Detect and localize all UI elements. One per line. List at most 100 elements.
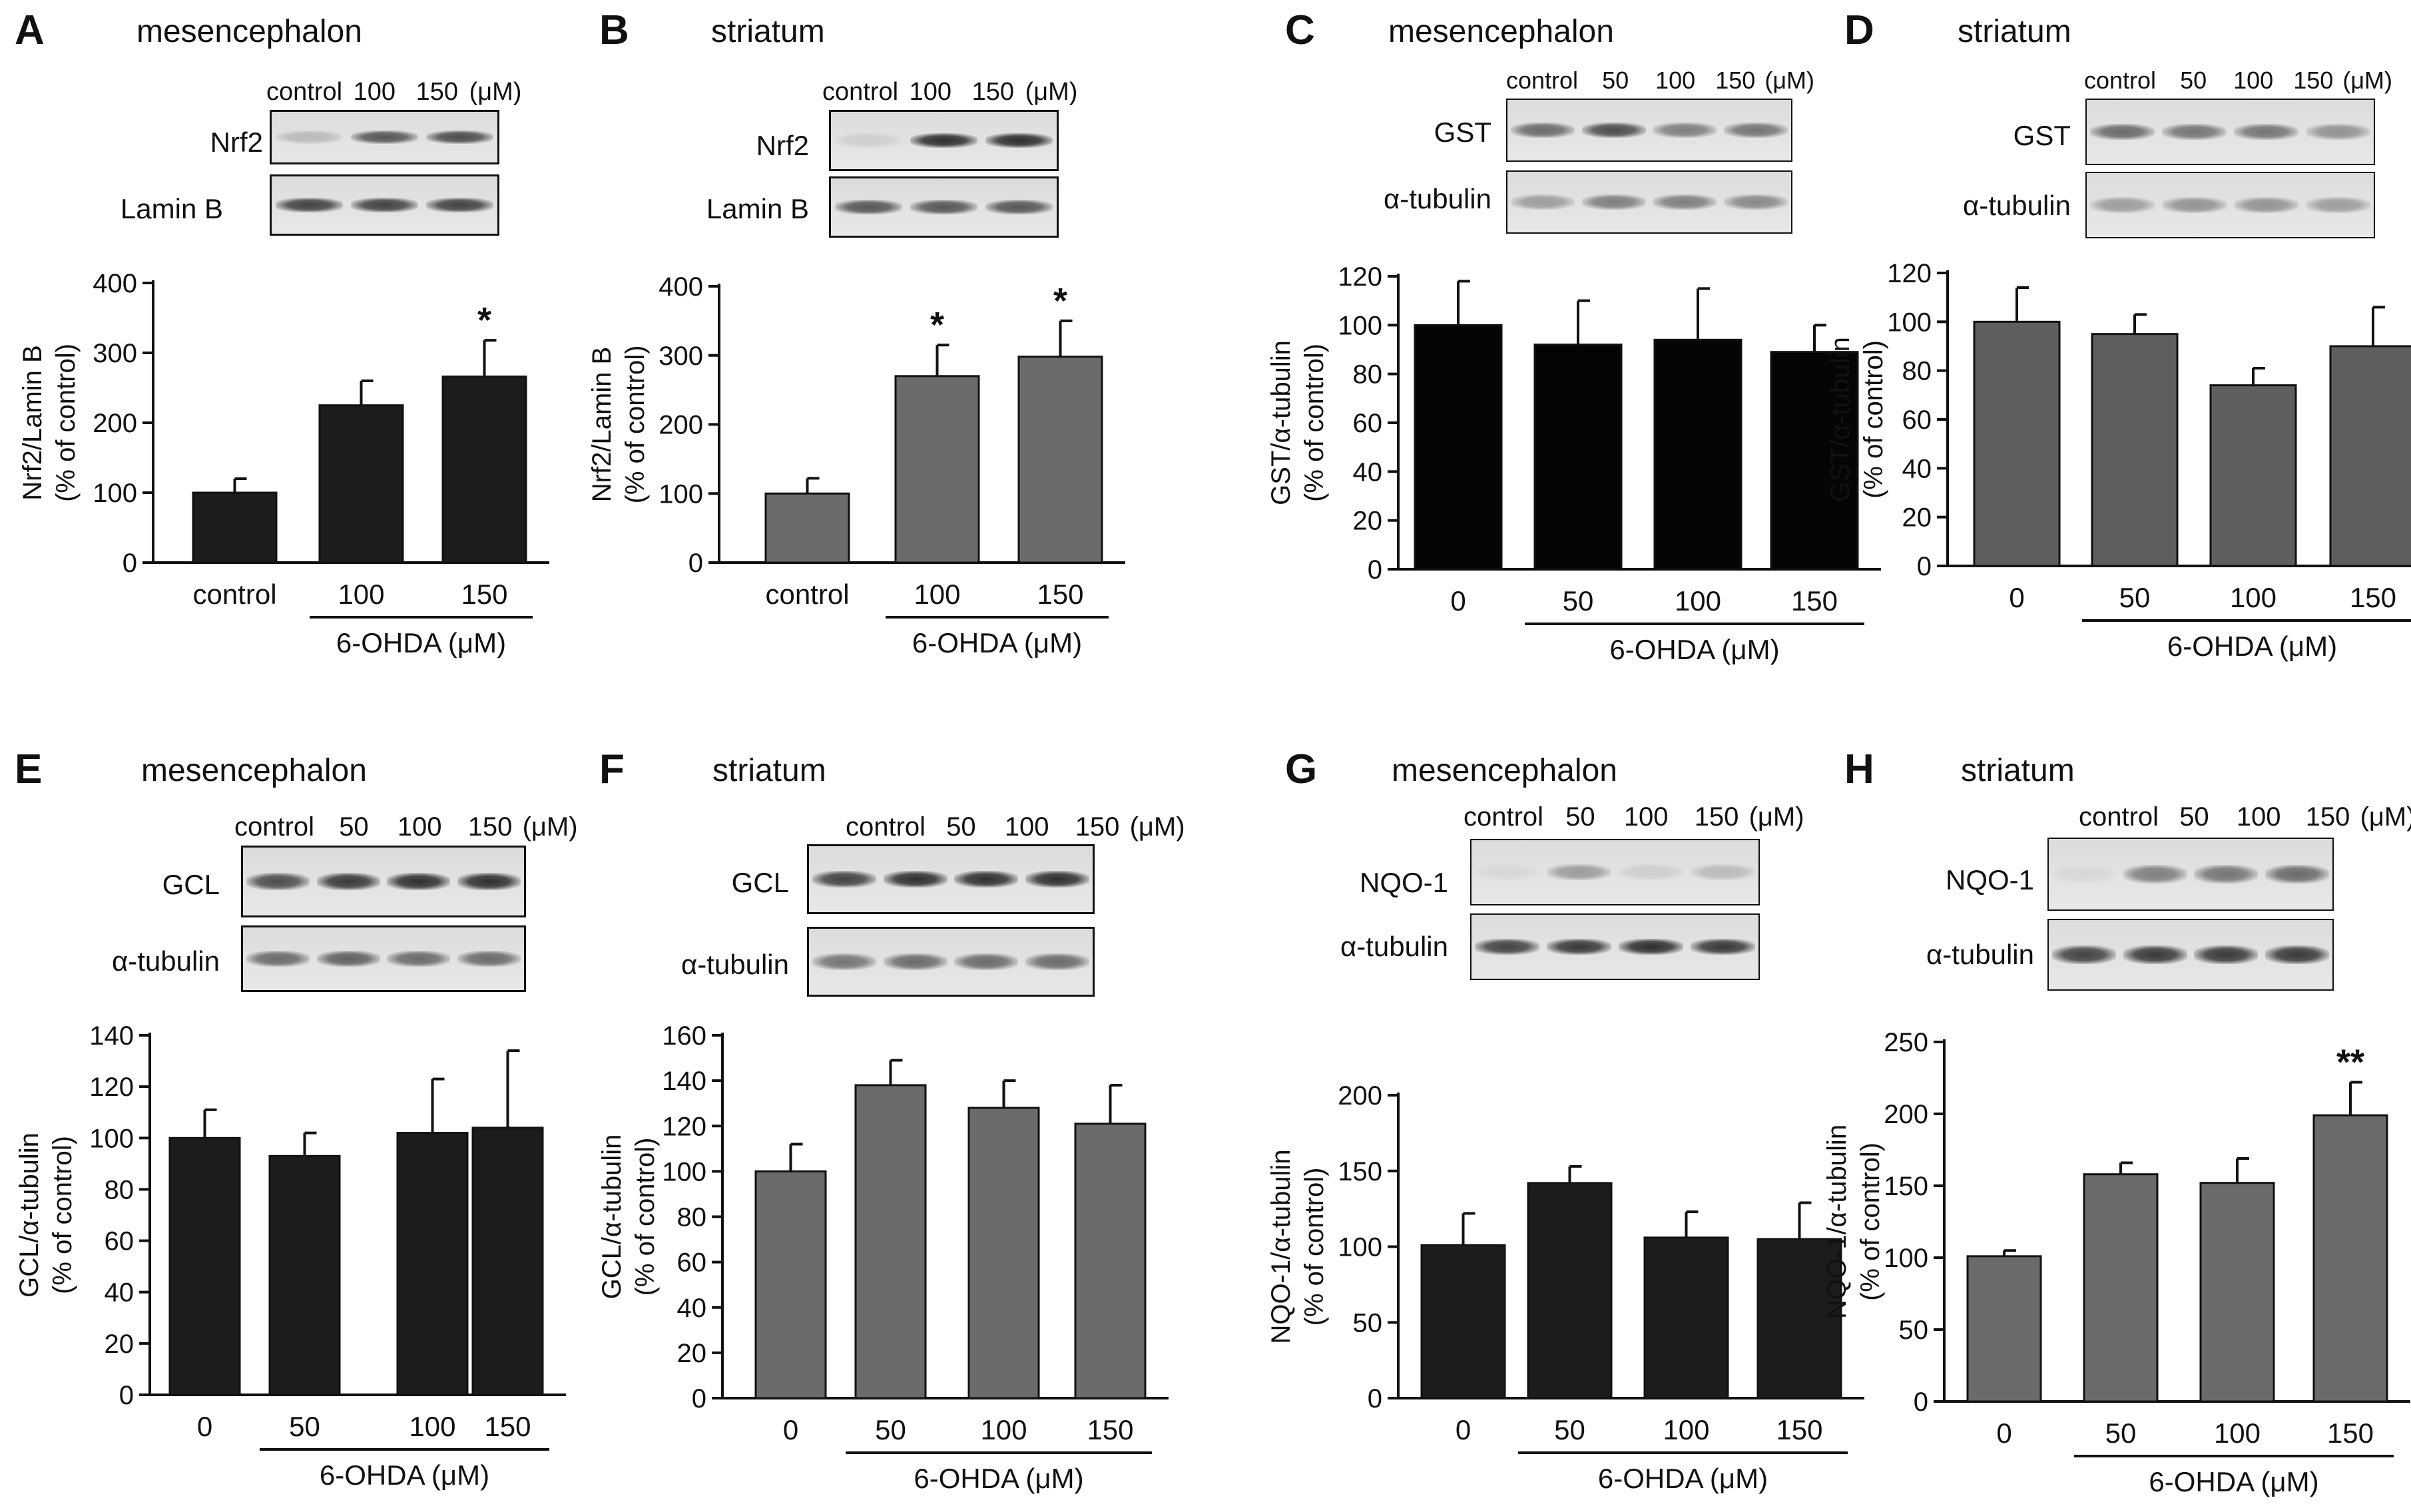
x-tick-label: 100 <box>914 579 960 610</box>
blot-band <box>2233 123 2298 140</box>
y-tick-label: 60 <box>1902 405 1932 435</box>
blot-label: GCL <box>731 867 789 898</box>
x-tick-label: 50 <box>1563 585 1594 617</box>
blot-label: NQO-1 <box>1945 864 2034 895</box>
blot-band <box>1025 953 1089 971</box>
lane-header: control 50 100 150 (μM) <box>2079 802 2411 832</box>
blot-band <box>275 130 344 144</box>
lane-label: 150 <box>467 812 513 842</box>
western-blot <box>1506 99 1792 162</box>
western-blot <box>1506 170 1792 234</box>
western-blot <box>807 927 1095 997</box>
x-tick-label: 100 <box>409 1411 455 1442</box>
y-tick-label: 0 <box>119 1381 134 1410</box>
y-tick-label: 400 <box>659 272 703 302</box>
x-group-label: 6-OHDA (μM) <box>2167 630 2337 662</box>
lane-label: (μM) <box>522 812 578 842</box>
bar-chart: 0 20 40 60 80 100 120 140 160 GCL/α-tubulin (% of … <box>597 1021 1169 1494</box>
lane-label: 100 <box>1655 67 1696 94</box>
y-tick-label: 60 <box>677 1248 707 1278</box>
lane-label: control <box>846 812 926 842</box>
y-tick-label: 20 <box>1902 503 1932 533</box>
y-axis-label: (% of control) <box>1300 1168 1329 1326</box>
y-tick-label: 120 <box>662 1112 706 1141</box>
lane-label: control <box>1464 802 1544 832</box>
bar-chart: 0 100 200 300 400 Nrf2/Lamin B (% of control) c… <box>587 272 1125 658</box>
bar <box>1966 1255 2042 1403</box>
x-tick-label: 100 <box>2230 582 2277 613</box>
panel-letter: B <box>599 7 629 53</box>
western-blot <box>1470 839 1760 905</box>
bar <box>1756 1238 1842 1399</box>
blot-band <box>1690 938 1755 955</box>
y-tick-label: 80 <box>677 1203 707 1232</box>
y-tick-label: 300 <box>93 339 137 368</box>
blot-label: α-tubulin <box>1962 190 2071 221</box>
x-tick-label: 100 <box>1663 1414 1709 1445</box>
blot-band <box>425 197 494 213</box>
blot-band <box>1653 122 1717 138</box>
blot-band <box>1581 194 1646 210</box>
blot-band <box>2123 945 2187 964</box>
lane-label: 50 <box>1565 802 1595 832</box>
lane-label: 50 <box>339 812 369 842</box>
blot-band <box>812 953 877 971</box>
x-tick-label: 100 <box>2214 1417 2261 1449</box>
x-group-label: 6-OHDA (μM) <box>914 1463 1083 1494</box>
lane-label: 150 <box>2305 802 2350 832</box>
x-tick-label: 150 <box>2350 582 2396 613</box>
x-group-label: 6-OHDA (μM) <box>336 627 506 658</box>
blot-band <box>2162 123 2227 140</box>
bar <box>2329 345 2411 567</box>
blot-band <box>910 199 978 215</box>
lane-label: 150 <box>415 78 458 106</box>
y-axis-label: (% of control) <box>48 1136 77 1294</box>
bar <box>754 1170 827 1399</box>
lane-header: control 50 100 150 (μM) <box>846 812 1185 842</box>
blot-band <box>316 872 380 891</box>
blot-band <box>985 132 1053 148</box>
blot-band <box>1723 194 1788 210</box>
lane-label: 150 <box>971 78 1014 106</box>
y-tick-label: 40 <box>105 1278 134 1308</box>
panel-letter: C <box>1285 7 1315 53</box>
blot-band <box>2194 865 2259 883</box>
y-axis-label: (% of control) <box>51 344 81 502</box>
region-title: striatum <box>1958 14 2071 49</box>
bar <box>1973 320 2061 567</box>
blot-band <box>246 872 310 891</box>
lane-label: (μM) <box>1748 802 1804 832</box>
x-tick-label: 0 <box>1456 1414 1471 1445</box>
y-axis-label: NQO-1/α-tubulin <box>1266 1149 1296 1344</box>
x-tick-label: 0 <box>1450 585 1466 617</box>
x-tick-label: 150 <box>484 1411 531 1442</box>
bar-chart: 0 100 200 300 400 Nrf2/Lamin B (% of control) c… <box>18 269 549 658</box>
panel-letter: F <box>599 746 625 792</box>
blot-label: GST <box>2013 120 2071 151</box>
x-tick-label: 150 <box>1087 1414 1133 1445</box>
lane-label: 150 <box>1715 67 1756 94</box>
lane-header: control 50 100 150 (μM) <box>1464 802 1804 832</box>
y-tick-label: 60 <box>1353 409 1383 438</box>
y-tick-label: 20 <box>105 1330 134 1359</box>
y-tick-label: 0 <box>1914 1387 1928 1417</box>
y-tick-label: 200 <box>93 409 137 438</box>
bar <box>168 1136 241 1396</box>
lane-label: 100 <box>353 78 396 106</box>
y-axis-label: GCL/α-tubulin <box>15 1133 44 1298</box>
western-blot <box>2085 99 2375 165</box>
y-axis-label: Nrf2/Lamin B <box>587 347 617 502</box>
lane-label: (μM) <box>2360 802 2411 832</box>
blot-band <box>883 953 947 971</box>
y-axis-label: (% of control) <box>621 346 650 504</box>
blot-band <box>387 872 451 891</box>
blot-band <box>2052 945 2117 964</box>
blot-band <box>350 130 419 144</box>
blot-band <box>1618 938 1683 955</box>
x-tick-label: 0 <box>2009 582 2024 613</box>
blot-band <box>275 197 344 213</box>
x-tick-label: 100 <box>1675 585 1721 617</box>
blot-band <box>985 199 1053 215</box>
lane-label: 100 <box>397 812 442 842</box>
